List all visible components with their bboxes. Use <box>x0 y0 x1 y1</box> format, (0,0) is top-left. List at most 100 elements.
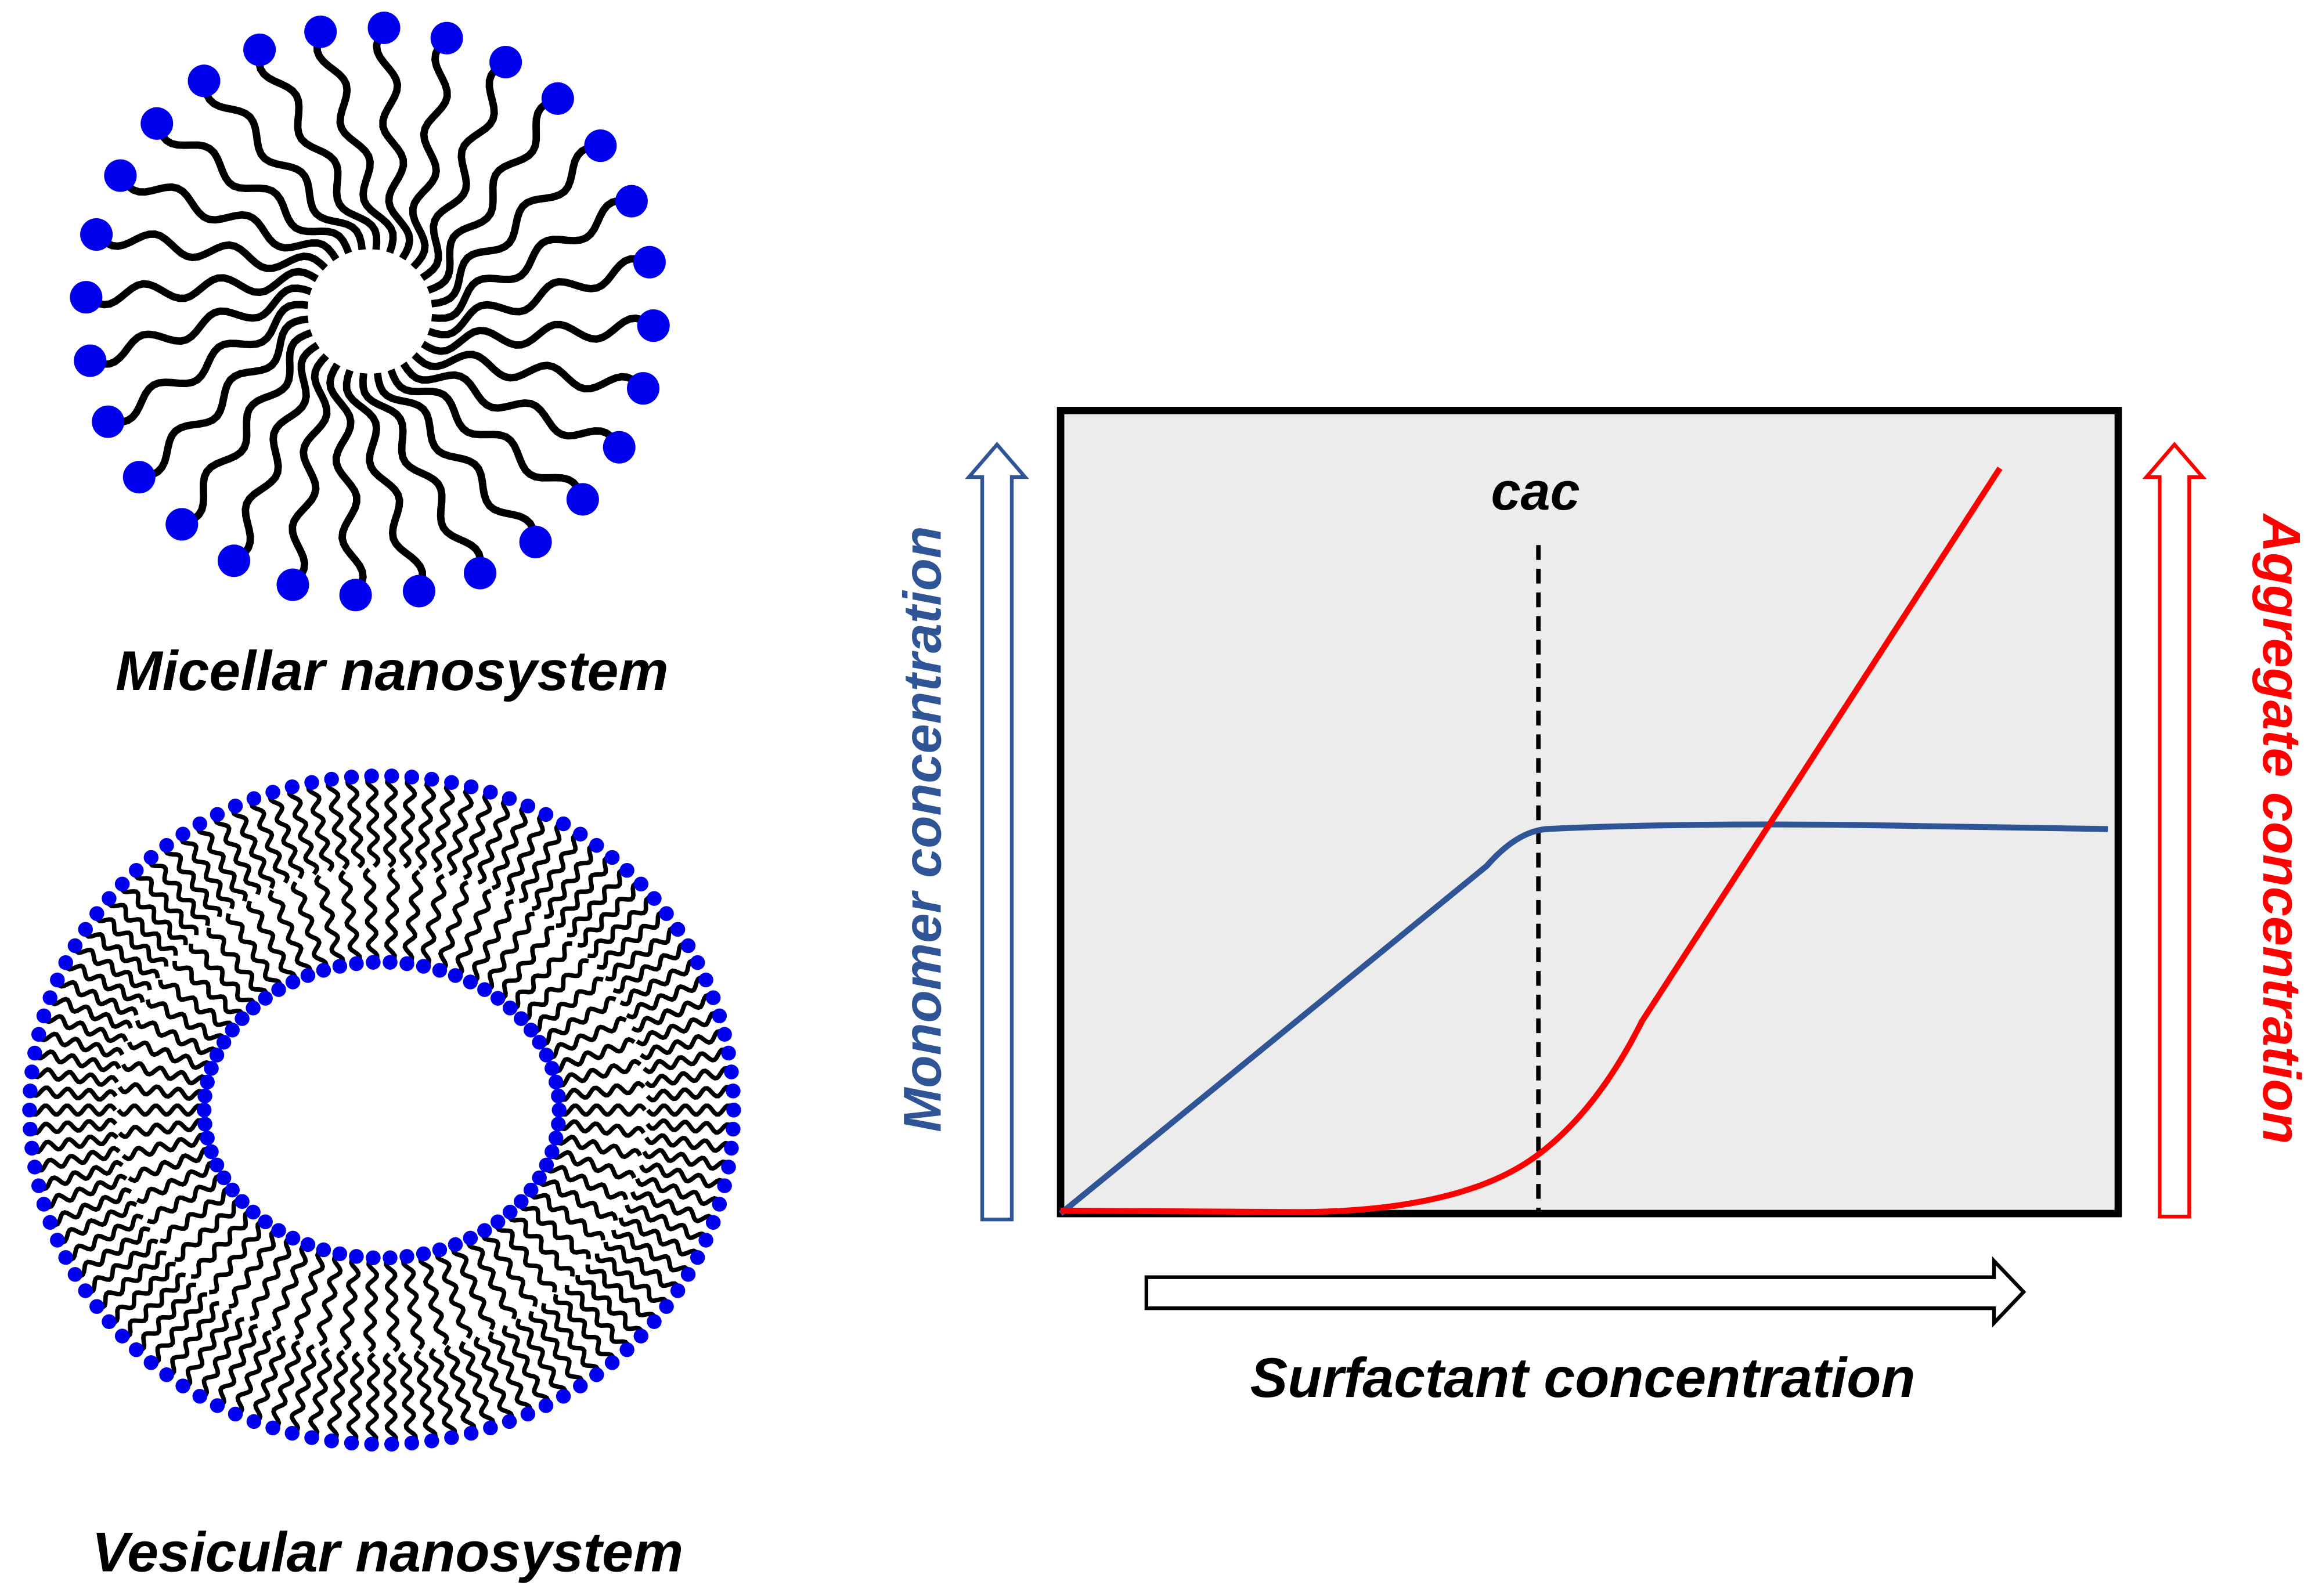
tail <box>188 943 256 1009</box>
head <box>210 1398 225 1413</box>
tail <box>557 1081 646 1102</box>
tail <box>428 1348 457 1439</box>
tail <box>642 1147 731 1171</box>
head <box>490 991 506 1006</box>
head <box>548 1074 564 1090</box>
tail <box>643 1047 730 1074</box>
head <box>670 922 686 937</box>
tail <box>84 268 319 309</box>
tail <box>373 373 540 543</box>
head <box>539 1157 554 1173</box>
tail <box>109 1262 176 1324</box>
head <box>432 1242 448 1258</box>
tail <box>553 1294 615 1363</box>
head <box>42 1215 57 1230</box>
tail <box>145 999 226 1043</box>
tail <box>294 1248 326 1340</box>
tail <box>510 941 572 1010</box>
tail <box>196 823 248 902</box>
tail <box>528 1310 584 1387</box>
head <box>416 959 431 974</box>
tail <box>326 362 367 597</box>
head <box>573 1378 588 1393</box>
tail <box>529 1190 605 1241</box>
head <box>383 955 398 970</box>
head <box>265 1420 280 1436</box>
tail <box>28 1117 118 1136</box>
head <box>383 1250 398 1265</box>
head <box>584 129 617 163</box>
tail <box>120 883 188 945</box>
tail <box>73 945 152 991</box>
head <box>502 791 517 806</box>
tail <box>290 881 329 972</box>
head <box>545 1144 560 1160</box>
tail <box>340 1254 361 1351</box>
tail <box>646 1085 735 1103</box>
head <box>619 1342 634 1357</box>
head <box>659 1299 674 1314</box>
head <box>690 1250 705 1265</box>
tail <box>74 1226 151 1279</box>
tail <box>127 1040 214 1070</box>
head <box>159 837 174 853</box>
tail <box>153 122 352 255</box>
micelle-label: Micellar nanosystem <box>116 639 669 702</box>
tail <box>455 889 492 978</box>
tail <box>477 796 510 885</box>
tail <box>438 880 470 973</box>
head <box>626 372 660 405</box>
head <box>31 1027 46 1042</box>
head <box>698 1233 713 1248</box>
head <box>464 557 497 590</box>
head <box>143 850 159 865</box>
head <box>204 1061 219 1076</box>
head <box>50 972 65 988</box>
tail <box>646 1103 735 1117</box>
head <box>246 1001 261 1016</box>
head <box>304 775 319 790</box>
head <box>503 1001 518 1016</box>
tail <box>518 821 564 904</box>
head <box>31 1178 46 1193</box>
tail <box>136 1160 218 1204</box>
head <box>477 1223 492 1238</box>
head <box>246 1204 261 1220</box>
tail <box>646 1118 735 1135</box>
tail <box>48 996 134 1029</box>
tail <box>346 1351 365 1445</box>
head <box>332 959 348 974</box>
head <box>724 1140 739 1156</box>
head <box>367 11 401 45</box>
tail <box>151 1292 208 1365</box>
tail <box>342 369 427 593</box>
tail <box>365 1352 380 1446</box>
head <box>42 990 57 1005</box>
tail <box>30 1067 119 1087</box>
head <box>670 1283 686 1298</box>
head <box>698 972 713 988</box>
head <box>366 955 381 970</box>
tail <box>249 1236 294 1321</box>
head <box>721 1045 736 1061</box>
head <box>50 1233 65 1248</box>
head <box>366 1250 381 1265</box>
head <box>520 799 536 814</box>
tail <box>363 1256 379 1353</box>
head <box>159 1367 174 1382</box>
head <box>659 906 674 921</box>
tail <box>55 979 139 1016</box>
head <box>538 807 554 822</box>
tail <box>631 992 715 1033</box>
head <box>514 1194 529 1209</box>
tail <box>106 898 178 956</box>
tail <box>550 1037 636 1074</box>
tail <box>473 1336 514 1423</box>
head <box>717 1178 732 1193</box>
head <box>228 799 243 814</box>
tail <box>427 95 560 294</box>
tail <box>575 1274 644 1337</box>
tail <box>625 1204 708 1241</box>
head <box>712 1008 727 1024</box>
head <box>143 1355 159 1370</box>
